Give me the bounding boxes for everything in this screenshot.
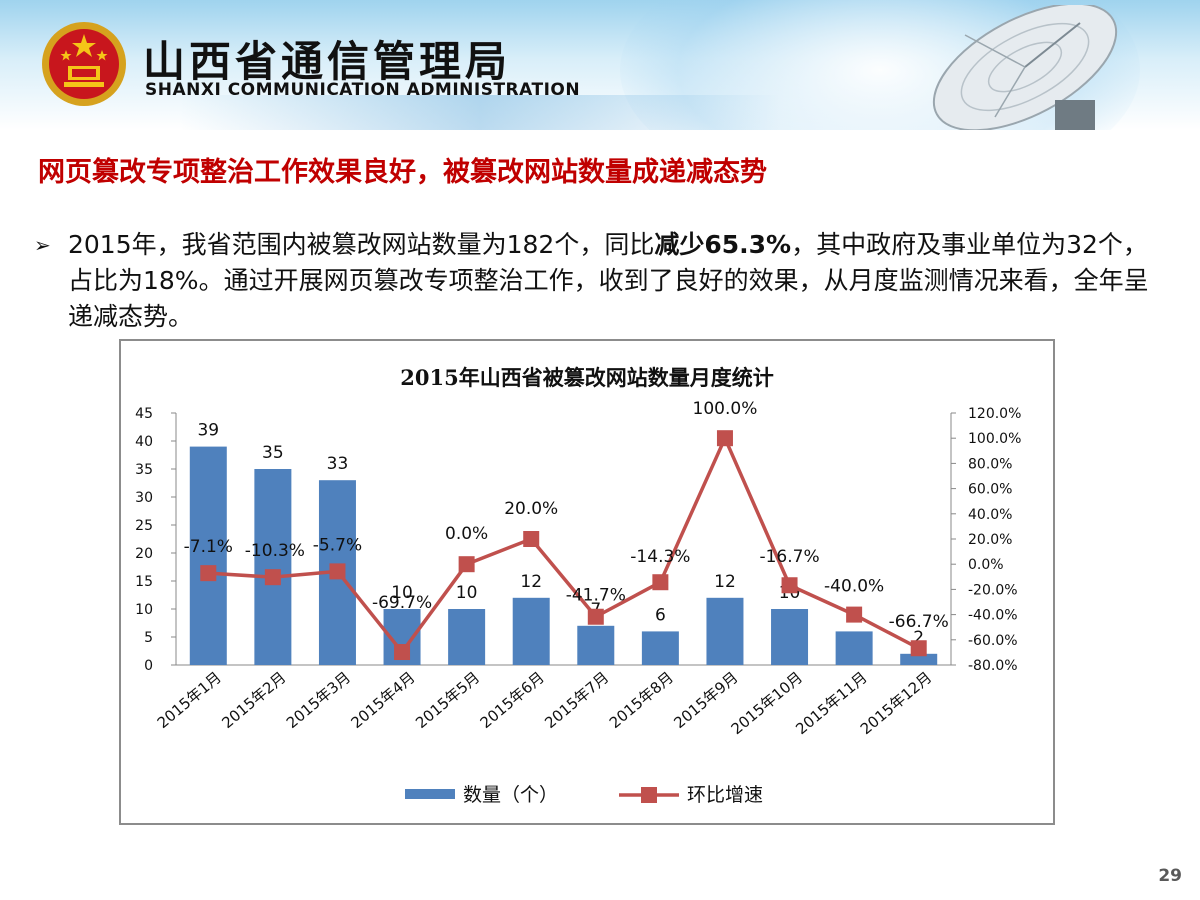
y-tick-label: 10 [135,602,153,618]
bar [254,469,292,665]
growth-value-label: -14.3% [630,547,690,567]
growth-value-label: 20.0% [504,499,558,519]
bar-value-label: 33 [327,454,349,474]
growth-value-label: -7.1% [184,537,233,557]
summary-bullet: ➢ 2015年，我省范围内被篡改网站数量为182个，同比减少65.3%，其中政府… [34,227,1164,335]
satellite-dish-icon [932,5,1118,130]
growth-point [523,531,540,547]
org-name-en: SHANXI COMMUNICATION ADMINISTRATION [145,80,581,100]
y-tick-label: 5 [144,630,153,646]
bar [835,631,873,665]
x-tick-label: 2015年12月 [857,668,935,738]
bar-value-label: 12 [520,572,542,592]
org-name-cn: 山西省通信管理局 [143,37,512,86]
bar [900,653,938,665]
summary-text: 2015年，我省范围内被篡改网站数量为182个，同比减少65.3%，其中政府及事… [68,227,1164,335]
bar [641,631,679,665]
x-tick-label: 2015年1月 [154,668,225,732]
bar-value-label: 12 [714,572,736,592]
growth-point [652,574,669,591]
bar-value-label: 35 [262,443,284,463]
legend-swatch-marker [641,787,657,803]
bar-value-label: 2 [913,628,924,648]
summary-text-part1: 2015年，我省范围内被篡改网站数量为182个，同比 [68,230,655,259]
growth-value-label: 0.0% [445,524,488,544]
chart-title: 2015年山西省被篡改网站数量月度统计 [400,365,773,390]
national-emblem-icon [42,22,126,106]
bar [706,597,744,665]
summary-highlight: 减少65.3% [654,230,792,259]
growth-point [781,577,798,594]
y-tick-label: 35 [135,462,153,478]
growth-value-label: -5.7% [313,535,362,555]
x-tick-label: 2015年8月 [606,668,677,732]
growth-point [394,644,411,661]
growth-point [264,569,281,586]
growth-value-label: -10.3% [245,541,305,561]
bar-value-label: 10 [391,583,413,603]
x-tick-label: 2015年4月 [348,668,419,732]
y-tick-label: 40 [135,434,153,450]
y2-tick-label: -40.0% [968,608,1018,624]
x-tick-label: 2015年7月 [541,668,612,732]
chart-svg: 2015年山西省被篡改网站数量月度统计 0 5 10 15 20 25 30 35 40 45 -80… [135,365,1021,806]
growth-point [458,556,475,573]
y-tick-label: 15 [135,574,153,590]
legend-label-line: 环比增速 [687,784,763,806]
bar [189,446,227,665]
growth-value-label: -16.7% [759,547,819,567]
y2-tick-label: -80.0% [968,658,1018,674]
y-tick-label: 25 [135,518,153,534]
bar [512,597,550,665]
growth-value-label: 100.0% [693,399,758,419]
y2-tick-label: 0.0% [968,557,1004,573]
bar-value-label: 6 [655,605,666,625]
y-tick-label: 0 [144,658,153,674]
y2-tick-label: 20.0% [968,532,1012,548]
growth-value-label: -41.7% [566,586,626,606]
growth-point [200,565,217,582]
page-number: 29 [1158,866,1182,886]
growth-point [716,430,733,447]
bar-value-label: 10 [456,583,478,603]
growth-point [329,563,346,580]
y2-tick-label: 60.0% [968,482,1012,498]
growth-value-label: -40.0% [824,577,884,597]
y2-tick-label: 100.0% [968,431,1021,447]
y-tick-label: 30 [135,490,153,506]
summary-text-part2: ，其中政府及事业单位为32个，占比为18%。通过开展网页篡改专项整治工作，收到了… [68,230,1149,331]
legend-swatch-bar [405,789,455,799]
growth-point [846,606,863,623]
growth-point [587,608,604,625]
growth-point [910,640,927,657]
y2-tick-label: 80.0% [968,456,1012,472]
y-tick-label: 20 [135,546,153,562]
growth-value-label: -66.7% [889,612,949,632]
x-tick-label: 2015年5月 [412,668,483,732]
legend-label-bar: 数量（个） [463,784,558,806]
bar [771,609,809,665]
y2-tick-label: 40.0% [968,507,1012,523]
growth-value-label: -69.7% [372,593,432,613]
x-tick-label: 2015年2月 [218,668,289,732]
bar [577,625,615,665]
bar [448,609,486,665]
bar-value-label: 39 [197,421,219,441]
header-banner: 山西省通信管理局 SHANXI COMMUNICATION ADMINISTRA… [0,0,1200,130]
slide-headline: 网页篡改专项整治工作效果良好，被篡改网站数量成递减态势 [38,157,767,188]
chart-container: 2015年山西省被篡改网站数量月度统计 0 5 10 15 20 25 30 35 40 45 -80… [119,339,1055,825]
growth-line [208,436,920,654]
y2-tick-label: -60.0% [968,633,1018,649]
y2-tick-label: 120.0% [968,406,1021,422]
x-tick-label: 2015年6月 [477,668,548,732]
x-tick-label: 2015年3月 [283,668,354,732]
bullet-arrow-icon: ➢ [34,233,51,257]
y2-tick-label: -20.0% [968,582,1018,598]
y-tick-label: 45 [135,406,153,422]
